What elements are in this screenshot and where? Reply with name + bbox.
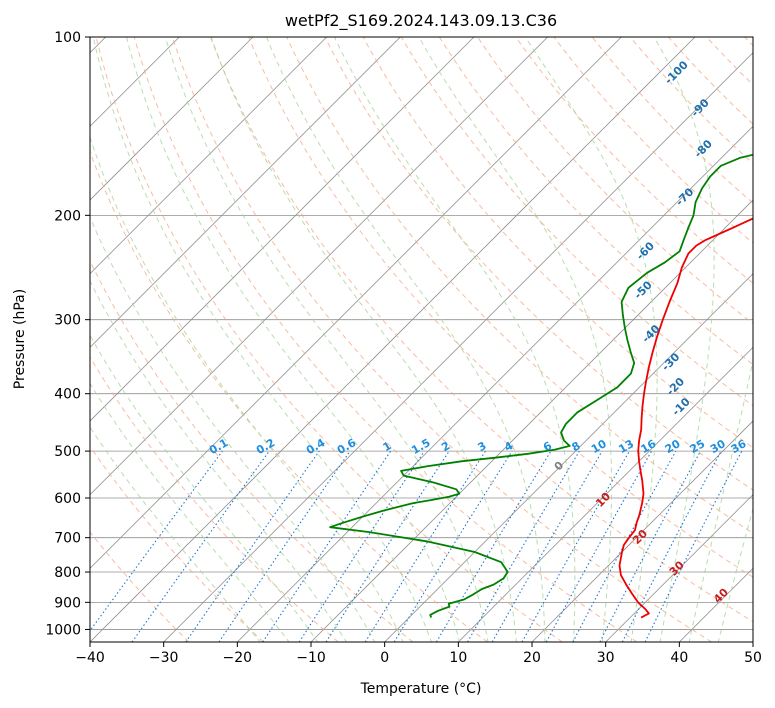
moist-adiabat-line [90, 382, 290, 642]
x-tick-label: 50 [744, 650, 762, 666]
isotherm-line [237, 125, 753, 642]
x-tick-label: 0 [380, 650, 389, 666]
mixing-ratio-line [572, 450, 677, 642]
isotherm-line [90, 37, 327, 275]
moist-adiabat-line [90, 334, 319, 642]
mixing-ratio-line [131, 450, 270, 642]
dry-adiabat-line [438, 37, 753, 366]
chart-title: wetPf2_S169.2024.143.09.13.C36 [285, 11, 557, 31]
dry-adiabat-line [210, 37, 753, 623]
temperature-profile-line [618, 217, 753, 619]
dry-adiabat-line [90, 445, 264, 642]
mixing-ratio-line [521, 450, 630, 642]
dry-adiabat-line [95, 37, 563, 642]
y-tick-label: 300 [54, 313, 81, 329]
mixing-ratio-line [262, 450, 392, 642]
isotherm-line [163, 52, 753, 642]
y-tick-label: 100 [54, 30, 81, 46]
dry-adiabat-line [90, 356, 339, 642]
dry-adiabat-line [171, 37, 712, 642]
moist-adiabat-line [524, 37, 658, 642]
moist-adiabat-line [210, 37, 518, 642]
dry-adiabat-line [515, 37, 753, 284]
y-tick-label: 1000 [45, 622, 81, 638]
x-tick-label: −10 [296, 650, 326, 666]
mixing-ratio-line [218, 450, 351, 642]
moist-adiabat-line [333, 37, 576, 642]
x-tick-label: −30 [149, 650, 179, 666]
isotherm-line [90, 37, 548, 496]
moist-adiabat-line [90, 215, 376, 642]
isotherm-line [90, 37, 401, 348]
axes: −40 −30 −20 −10 0 10 20 30 40 50 100 200 300 400 500 60… [45, 30, 762, 666]
y-tick-label: 200 [54, 208, 81, 224]
dry-adiabat-line [90, 150, 488, 642]
x-tick-label: −20 [223, 650, 253, 666]
mixing-ratio-line [90, 450, 223, 632]
moist-adiabat-line [653, 37, 715, 642]
isotherm-line [384, 273, 753, 642]
x-tick-label: 20 [523, 650, 541, 666]
moist-adiabat-line [164, 37, 489, 642]
moist-adiabat-line [92, 37, 432, 642]
moist-adiabat-line [126, 37, 461, 642]
mixing-ratio-line [298, 450, 425, 642]
y-tick-label: 800 [54, 565, 81, 581]
mixing-ratio-line [644, 450, 743, 642]
isotherm-line [605, 494, 753, 642]
isotherm-line [531, 420, 753, 642]
x-axis-title: Temperature (°C) [360, 681, 482, 697]
x-tick-label: 10 [449, 650, 467, 666]
moist-adiabat-line [266, 37, 546, 642]
plot-area [90, 37, 753, 642]
dry-adiabat-line [90, 259, 414, 642]
dry-adiabat-line [90, 531, 190, 642]
y-tick-label: 500 [54, 444, 81, 460]
dry-adiabat-line [400, 37, 753, 407]
x-tick-label: 40 [670, 650, 688, 666]
dry-adiabat-line [248, 37, 753, 578]
mixing-ratio-line [185, 450, 320, 642]
isotherm-line [90, 37, 254, 201]
moist-adiabat-line [418, 37, 613, 642]
isotherm-line [458, 346, 753, 642]
y-tick-label: 400 [54, 387, 81, 403]
y-tick-label: 900 [54, 595, 81, 611]
x-tick-label: −40 [75, 650, 105, 666]
isotherm-line [90, 37, 475, 422]
y-axis-title: Pressure (hPa) [12, 289, 28, 389]
isotherm-line [90, 37, 622, 569]
plot-frame [89, 36, 754, 643]
mixing-ratio-line [325, 450, 450, 642]
moist-adiabat-line [90, 135, 404, 642]
moist-adiabat-line [90, 426, 261, 642]
mixing-ratio-line [393, 450, 513, 642]
mixing-ratio-line [545, 450, 653, 642]
isotherm-line [90, 37, 696, 642]
y-tick-label: 600 [54, 491, 81, 507]
x-tick-label: 30 [597, 650, 615, 666]
y-tick-label: 700 [54, 531, 81, 547]
dry-adiabat-line [286, 37, 753, 534]
dewpoint-profile-line [329, 153, 753, 618]
